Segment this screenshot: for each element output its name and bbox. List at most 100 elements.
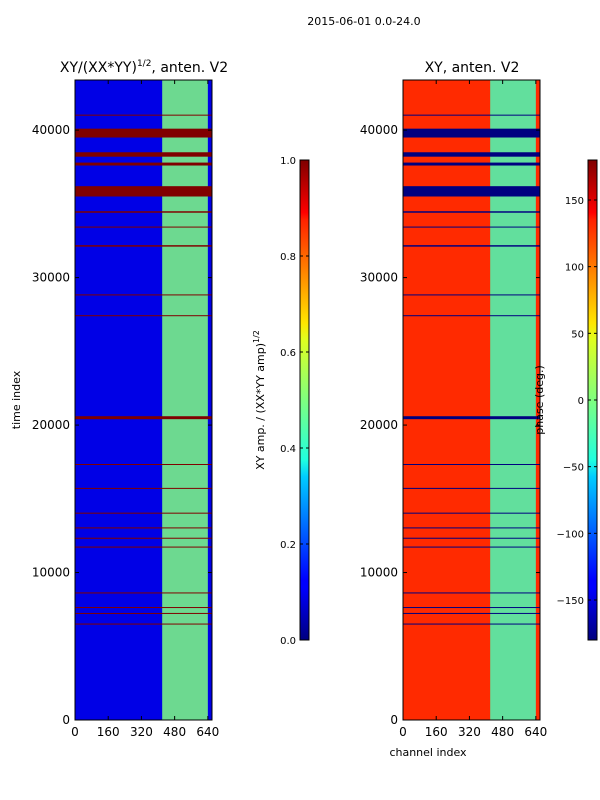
right-colorbar-ticks: −150 −100 −50 0 50 100 150 xyxy=(557,196,597,607)
left-title-suffix: , anten. V2 xyxy=(151,60,228,76)
right-colorbar-tick-label: −150 xyxy=(557,596,584,607)
left-heatmap-row-10 xyxy=(75,416,212,420)
right-heatmap xyxy=(403,80,540,720)
right-x-tick-label: 640 xyxy=(524,725,547,739)
right-heatmap-row-6 xyxy=(403,226,540,228)
right-y-tick-label: 40000 xyxy=(360,123,398,137)
right-colorbar-label: phase (deg.) xyxy=(533,365,546,435)
left-x-tick-label: 480 xyxy=(163,725,186,739)
right-colorbar: −150 −100 −50 0 50 100 150 phase (deg.) xyxy=(533,159,598,641)
left-colorbar-tick-label: 0.6 xyxy=(280,348,296,359)
right-heatmap-row-11 xyxy=(403,464,540,465)
left-colorbar-label: XY amp. / (XX*YY amp)1/2 xyxy=(252,330,267,470)
left-heatmap-row-12 xyxy=(75,487,212,489)
right-heatmap-row-0 xyxy=(403,128,540,138)
left-heatmap-row-7 xyxy=(75,245,212,247)
right-heatmap-row-17 xyxy=(403,592,540,594)
left-heatmap-row-15 xyxy=(75,537,212,539)
right-x-axis-label: channel index xyxy=(389,746,467,759)
left-colorbar-tick-label: 0.4 xyxy=(280,444,296,455)
left-heatmap-row-13 xyxy=(75,512,212,514)
right-heatmap-row-19 xyxy=(403,612,540,614)
left-heatmap-row-6 xyxy=(75,226,212,228)
right-panel: XY, anten. V2 0 160 320 480 640 0 10000 20000 3… xyxy=(360,60,547,759)
left-heatmap-row-18 xyxy=(75,607,212,609)
right-heatmap-row-2 xyxy=(403,152,540,157)
left-y-axis-label: time index xyxy=(10,370,23,429)
right-colorbar-tick-label: −50 xyxy=(563,463,584,474)
right-plot-frame xyxy=(402,79,541,721)
right-heatmap-row-13 xyxy=(403,512,540,514)
left-y-tick-label: 40000 xyxy=(32,123,70,137)
left-heatmap-row-3 xyxy=(75,162,212,166)
right-y-tick-label: 30000 xyxy=(360,271,398,285)
right-x-axis: 0 160 320 480 640 xyxy=(399,80,547,739)
right-heatmap-row-18 xyxy=(403,607,540,609)
left-plot-frame xyxy=(74,79,213,721)
right-y-axis: 0 10000 20000 30000 40000 xyxy=(360,123,540,727)
left-colorbar: 0.0 0.2 0.4 0.6 0.8 1.0 XY amp. / (XX*YY amp)… xyxy=(252,156,310,647)
right-panel-title: XY, anten. V2 xyxy=(425,60,520,76)
left-colorbar-tick-label: 0.0 xyxy=(280,636,296,647)
right-heatmap-row-4 xyxy=(403,114,540,116)
left-heatmap-row-16 xyxy=(75,546,212,548)
right-heatmap-row-10 xyxy=(403,416,540,420)
left-x-axis: 0 160 320 480 640 xyxy=(71,80,219,739)
right-heatmap-row-3 xyxy=(403,162,540,166)
left-heatmap-row-4 xyxy=(75,114,212,116)
left-heatmap-row-20 xyxy=(75,623,212,625)
right-colorbar-tick-label: −100 xyxy=(557,529,584,540)
left-colorbar-tick-label: 0.2 xyxy=(280,540,296,551)
right-colorbar-gradient xyxy=(588,160,597,640)
right-heatmap-row-7 xyxy=(403,245,540,247)
right-colorbar-tick-label: 100 xyxy=(565,263,584,274)
right-heatmap-row-14 xyxy=(403,527,540,529)
left-y-tick-label: 20000 xyxy=(32,418,70,432)
left-x-tick-label: 320 xyxy=(130,725,153,739)
left-y-tick-label: 10000 xyxy=(32,566,70,580)
right-y-tick-label: 20000 xyxy=(360,418,398,432)
right-heatmap-row-16 xyxy=(403,546,540,548)
left-heatmap-row-11 xyxy=(75,464,212,465)
left-heatmap xyxy=(75,80,212,720)
right-x-tick-label: 160 xyxy=(425,725,448,739)
left-y-axis: 0 10000 20000 30000 40000 xyxy=(32,123,212,727)
right-heatmap-row-5 xyxy=(403,211,540,213)
right-y-tick-label: 0 xyxy=(390,713,398,727)
left-x-tick-label: 0 xyxy=(71,725,79,739)
left-y-tick-label: 0 xyxy=(62,713,70,727)
left-colorbar-tick-label: 0.8 xyxy=(280,252,296,263)
left-colorbar-tick-label: 1.0 xyxy=(280,156,296,167)
right-y-tick-label: 10000 xyxy=(360,566,398,580)
right-heatmap-row-15 xyxy=(403,537,540,539)
right-x-tick-label: 480 xyxy=(491,725,514,739)
left-heatmap-row-9 xyxy=(75,315,212,317)
left-colorbar-frame xyxy=(299,159,310,641)
left-heatmap-row-1 xyxy=(75,186,212,197)
left-heatmap-row-8 xyxy=(75,294,212,296)
right-heatmap-row-9 xyxy=(403,315,540,317)
left-heatmap-row-14 xyxy=(75,527,212,529)
left-colorbar-ticks: 0.0 0.2 0.4 0.6 0.8 1.0 xyxy=(280,156,309,647)
left-colorbar-label-main: XY amp. / (XX*YY amp) xyxy=(254,343,267,470)
left-x-tick-label: 640 xyxy=(196,725,219,739)
right-x-tick-label: 0 xyxy=(399,725,407,739)
left-heatmap-row-0 xyxy=(75,128,212,138)
left-colorbar-gradient xyxy=(300,160,309,640)
left-panel: XY/(XX*YY)1/2, anten. V2 0 160 320 480 640 0… xyxy=(10,59,228,739)
left-heatmap-row-2 xyxy=(75,152,212,157)
right-heatmap-row-20 xyxy=(403,623,540,625)
right-colorbar-tick-label: 0 xyxy=(578,396,584,407)
left-x-tick-label: 160 xyxy=(97,725,120,739)
left-heatmap-row-5 xyxy=(75,211,212,213)
left-title-main: XY/(XX*YY) xyxy=(60,60,137,76)
left-heatmap-row-19 xyxy=(75,612,212,614)
right-colorbar-tick-label: 50 xyxy=(571,329,584,340)
right-heatmap-row-1 xyxy=(403,186,540,197)
left-panel-title: XY/(XX*YY)1/2, anten. V2 xyxy=(60,59,228,76)
left-y-tick-label: 30000 xyxy=(32,271,70,285)
left-colorbar-label-exponent: 1/2 xyxy=(252,330,261,343)
right-x-tick-label: 320 xyxy=(458,725,481,739)
right-heatmap-row-12 xyxy=(403,487,540,489)
